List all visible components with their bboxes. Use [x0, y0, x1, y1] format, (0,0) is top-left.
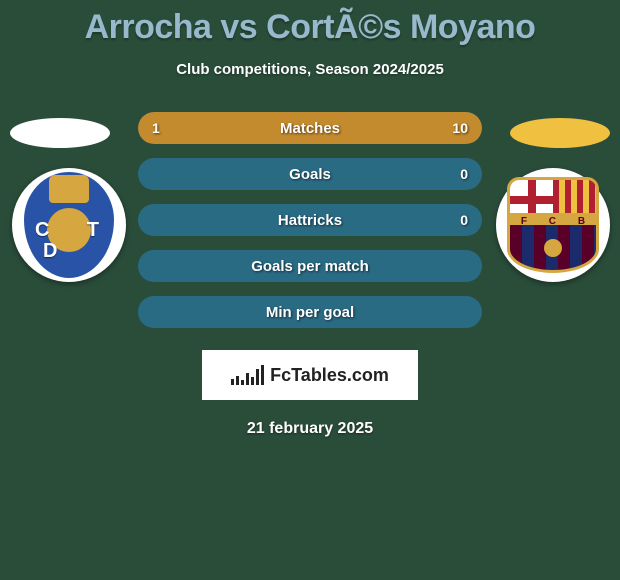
brand-chart-bar	[236, 376, 239, 385]
brand-chart-bar	[251, 377, 254, 385]
crest-left-letter-c: C	[35, 219, 49, 242]
stat-value-right: 0	[460, 158, 468, 190]
stat-label: Min per goal	[138, 296, 482, 328]
subtitle: Club competitions, Season 2024/2025	[0, 61, 620, 78]
stat-row: Goals per match	[138, 250, 482, 282]
brand-box: FcTables.com	[202, 350, 418, 400]
brand-chart-bar	[231, 379, 234, 385]
crest-right-inner: F C B	[507, 177, 599, 273]
brand-chart-bar	[256, 369, 259, 385]
stat-bars: Matches110Goals0Hattricks0Goals per matc…	[138, 112, 482, 328]
stat-row: Min per goal	[138, 296, 482, 328]
stat-row: Goals0	[138, 158, 482, 190]
brand-chart-bar	[241, 380, 244, 385]
stat-row: Hattricks0	[138, 204, 482, 236]
crest-left-letter-t: T	[87, 219, 99, 242]
page-title: Arrocha vs CortÃ©s Moyano	[0, 0, 620, 47]
stat-value-left: 1	[152, 112, 160, 144]
stat-label: Goals per match	[138, 250, 482, 282]
crest-right: F C B	[496, 168, 610, 282]
flag-left	[10, 118, 110, 148]
flag-right	[510, 118, 610, 148]
crest-left: C D T	[12, 168, 126, 282]
crest-left-inner: C D T	[24, 172, 114, 278]
fcb-bottom	[507, 225, 599, 273]
crest-left-letter-d: D	[43, 240, 57, 263]
stat-label: Hattricks	[138, 204, 482, 236]
brand-chart-bar	[246, 373, 249, 385]
stat-value-right: 0	[460, 204, 468, 236]
brand-chart-icon	[231, 365, 264, 385]
comparison-arena: C D T F C B Matches110Goals0Hattricks0Go…	[0, 108, 620, 328]
stat-label: Matches	[138, 112, 482, 144]
stat-row: Matches1 10	[138, 112, 482, 144]
stat-value-right: 10	[452, 112, 468, 144]
brand-chart-bar	[261, 365, 264, 385]
footer-date: 21 february 2025	[0, 420, 620, 438]
crest-left-crown	[49, 175, 89, 203]
stat-label: Goals	[138, 158, 482, 190]
brand-label: FcTables.com	[270, 365, 389, 386]
fcb-ball-icon	[544, 239, 562, 257]
